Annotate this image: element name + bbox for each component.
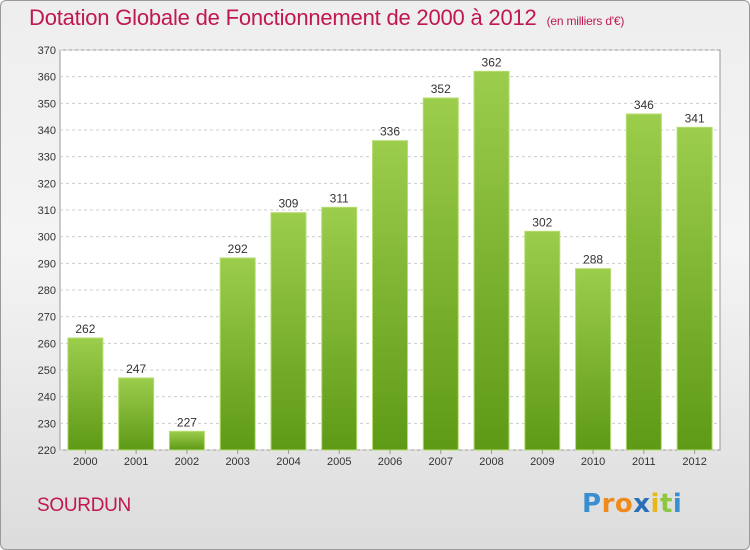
x-tick-label: 2007: [429, 456, 453, 468]
proxiti-logo: Proxiti: [582, 489, 682, 519]
y-tick-label: 300: [38, 232, 56, 244]
y-tick-label: 350: [38, 98, 56, 110]
bar: [67, 337, 104, 451]
y-tick-label: 290: [38, 258, 56, 270]
x-tick-label: 2008: [479, 456, 503, 468]
y-tick-label: 280: [38, 285, 56, 297]
bar: [575, 268, 612, 451]
bars: 262 247 227 292 309 311 336 352 362 302 288 346 341: [67, 55, 713, 451]
city-name: SOURDUN: [37, 495, 131, 516]
logo-letter: i: [672, 489, 683, 519]
bar: [321, 206, 358, 451]
x-tick-label: 2011: [632, 456, 656, 468]
x-tick-label: 2000: [73, 456, 97, 468]
y-tick-label: 310: [38, 205, 56, 217]
chart-subtitle: (en milliers d'€): [546, 14, 625, 28]
x-tick-label: 2005: [327, 456, 351, 468]
logo-letter: o: [614, 489, 634, 519]
bar-value-label: 311: [330, 191, 349, 205]
y-axis-ticks: 220 230 240 250 260 270 280 290 300 310 320 330 340 3…: [38, 45, 56, 457]
bar-value-label: 288: [583, 253, 603, 267]
y-tick-label: 360: [38, 72, 56, 84]
bar-value-label: 309: [278, 197, 298, 211]
y-tick-label: 320: [38, 178, 56, 190]
bar-value-label: 292: [228, 242, 248, 256]
logo-letter: i: [650, 489, 660, 519]
x-tick-label: 2010: [581, 456, 605, 468]
bar: [524, 230, 561, 451]
x-tick-label: 2003: [225, 456, 249, 468]
bar: [118, 377, 155, 451]
logo-letter: x: [633, 489, 651, 519]
bar: [422, 97, 459, 451]
bar: [168, 430, 205, 451]
y-tick-label: 230: [38, 418, 56, 430]
chart-title: Dotation Globale de Fonctionnement de 20…: [29, 5, 624, 31]
bar-value-label: 346: [634, 98, 654, 112]
bar-value-label: 247: [126, 362, 146, 376]
x-tick-label: 2002: [175, 456, 199, 468]
title-text: Dotation Globale de Fonctionnement de 20…: [29, 5, 537, 30]
y-tick-label: 240: [38, 392, 56, 404]
bar: [219, 257, 256, 451]
x-tick-label: 2001: [124, 456, 148, 468]
logo-letter: P: [582, 489, 602, 519]
bar-value-label: 362: [482, 55, 502, 69]
bar-value-label: 262: [75, 322, 95, 336]
y-tick-label: 250: [38, 365, 56, 377]
y-tick-label: 270: [38, 312, 56, 324]
x-tick-label: 2009: [530, 456, 554, 468]
logo-letter: t: [659, 489, 673, 519]
bar-value-label: 227: [177, 415, 197, 429]
y-tick-label: 340: [38, 125, 56, 137]
bar: [473, 70, 510, 451]
x-tick-label: 2012: [682, 456, 706, 468]
bar: [270, 212, 307, 451]
bar-value-label: 341: [685, 111, 705, 125]
x-axis-ticks: 2000 2001 2002 2003 2004 2005 2006 2007 2008 2009…: [73, 450, 707, 468]
logo-letter: r: [601, 489, 615, 519]
x-tick-label: 2006: [378, 456, 402, 468]
y-tick-label: 220: [38, 445, 56, 457]
y-tick-label: 260: [38, 338, 56, 350]
bar: [676, 126, 713, 451]
y-tick-label: 330: [38, 152, 56, 164]
y-tick-label: 370: [38, 45, 56, 57]
bar-value-label: 302: [532, 215, 552, 229]
bar-value-label: 352: [431, 82, 451, 96]
x-tick-label: 2004: [276, 456, 300, 468]
bar: [372, 140, 408, 451]
bar-value-label: 336: [380, 125, 400, 139]
bar: [625, 113, 662, 451]
